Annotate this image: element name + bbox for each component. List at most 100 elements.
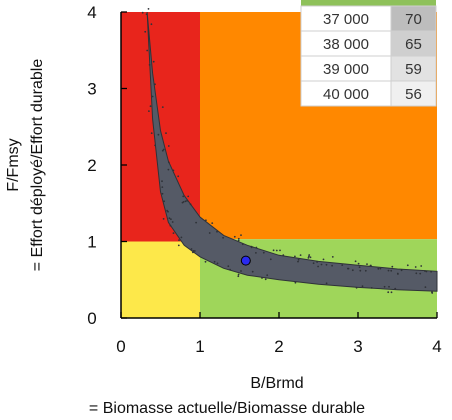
cloud-speckle: [261, 277, 263, 279]
cloud-speckle: [358, 266, 361, 268]
cloud-speckle: [424, 270, 426, 272]
cloud-speckle: [383, 285, 386, 288]
cloud-speckle: [387, 269, 390, 272]
table-year-text: 37 000: [323, 11, 369, 28]
y-axis-label-line1: F/Fmsy: [5, 138, 22, 191]
cloud-speckle: [347, 267, 349, 270]
cloud-speckle: [431, 292, 434, 294]
cloud-speckle: [370, 287, 373, 289]
x-tick-label: 1: [195, 337, 204, 356]
cloud-speckle: [167, 168, 170, 171]
cloud-speckle: [361, 285, 364, 288]
cloud-speckle: [182, 201, 185, 203]
cloud-speckle: [341, 264, 344, 266]
cloud-speckle: [370, 264, 372, 267]
x-ticks: 0 1 2 3 4: [116, 312, 442, 356]
cloud-speckle: [151, 95, 154, 98]
cloud-speckle: [177, 175, 180, 178]
cloud-speckle: [233, 235, 236, 238]
cloud-speckle: [430, 270, 432, 273]
table-cell-year: [300, 30, 392, 57]
y-tick-label: 2: [87, 156, 96, 175]
cloud-speckle: [193, 250, 196, 252]
cloud-speckle: [322, 258, 325, 261]
cloud-speckle: [387, 291, 390, 294]
cloud-speckle: [359, 269, 362, 272]
cloud-speckle: [154, 144, 157, 147]
cloud-layer: [141, 7, 438, 294]
cloud-speckle: [241, 243, 244, 246]
cloud-speckle: [262, 251, 265, 254]
cloud-speckle: [171, 221, 174, 223]
cloud-speckle: [309, 256, 312, 259]
y-tick-label: 0: [87, 309, 96, 328]
cloud-speckle: [331, 256, 334, 258]
cloud-speckle: [172, 232, 175, 235]
cloud-speckle: [377, 267, 380, 270]
cloud-speckle: [182, 195, 185, 198]
cloud-speckle: [148, 64, 151, 66]
cloud-speckle: [192, 251, 194, 254]
cloud-speckle: [222, 236, 225, 239]
cloud-speckle: [415, 272, 418, 275]
cloud-speckle: [316, 261, 318, 263]
cloud-speckle: [312, 262, 315, 265]
cloud-speckle: [237, 237, 240, 240]
cloud-speckle: [189, 203, 192, 206]
cloud-speckle: [161, 180, 163, 183]
cloud-speckle: [354, 260, 357, 263]
cloud-speckle: [146, 49, 149, 52]
cloud-speckle: [144, 30, 147, 33]
cloud-speckle: [294, 255, 296, 258]
cloud-speckle: [317, 265, 319, 268]
cloud-speckle: [216, 230, 218, 233]
cloud-speckle: [147, 7, 150, 10]
x-axis-label-line2: = Biomasse actuelle/Biomasse durable: [89, 400, 365, 417]
cloud-speckle: [161, 192, 164, 195]
current-status-point: [240, 255, 251, 266]
cloud-speckle: [425, 270, 428, 273]
cloud-speckle: [148, 110, 150, 112]
cloud-speckle: [166, 209, 169, 212]
cloud-speckle: [169, 224, 172, 227]
cloud-speckle: [216, 262, 219, 265]
table-value-text: 70: [405, 11, 422, 28]
cloud-speckle: [163, 200, 166, 203]
cloud-speckle: [178, 239, 180, 242]
simulation-cloud: [146, 11, 438, 292]
cloud-speckle: [187, 195, 190, 198]
x-tick-label: 2: [274, 337, 283, 356]
cloud-speckle: [308, 255, 310, 258]
cloud-speckle: [379, 267, 382, 270]
table-value-text: 56: [405, 86, 422, 103]
cloud-speckle: [400, 269, 403, 272]
cloud-speckle: [297, 258, 300, 261]
x-tick-label: 3: [353, 337, 362, 356]
cloud-speckle: [145, 13, 148, 16]
cloud-speckle: [172, 169, 175, 172]
cloud-speckle: [205, 219, 207, 222]
table-value-text: 65: [405, 36, 422, 53]
cloud-speckle: [272, 249, 275, 252]
cloud-speckle: [237, 239, 240, 242]
cloud-speckle: [391, 265, 394, 268]
cloud-speckle: [406, 264, 409, 267]
cloud-speckle: [208, 232, 211, 234]
table-cell-value: [390, 80, 437, 107]
y-axis-label-line2: = Effort déployé/Effort durable: [29, 59, 46, 272]
cloud-speckle: [414, 266, 417, 268]
cloud-speckle: [394, 287, 397, 290]
cloud-speckle: [149, 105, 152, 108]
cloud-speckle: [357, 262, 360, 265]
cloud-speckle: [424, 286, 427, 288]
x-axis-label-line1: B/Brmd: [250, 375, 303, 392]
cloud-speckle: [275, 249, 278, 252]
cloud-speckle: [192, 250, 195, 252]
cloud-speckle: [250, 245, 253, 248]
cloud-speckle: [150, 132, 153, 135]
cloud-speckle: [184, 200, 187, 203]
cloud-speckle: [161, 106, 164, 108]
cloud-speckle: [170, 218, 172, 221]
table-cell-value: [390, 30, 437, 57]
